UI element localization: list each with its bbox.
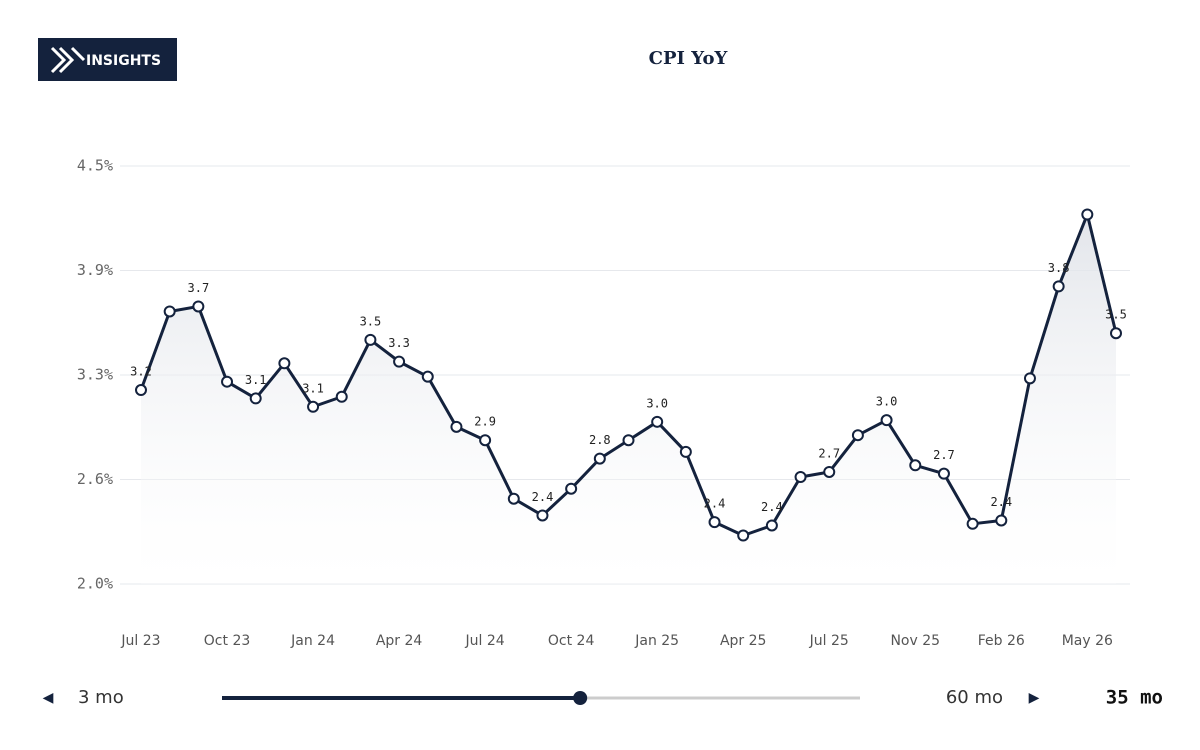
x-tick-label: Nov 25 <box>890 633 940 649</box>
point <box>851 429 864 442</box>
data-label: 3.3 <box>388 336 410 350</box>
point <box>135 384 147 397</box>
x-tick-label: Jul 23 <box>120 633 160 649</box>
data-label: 3.7 <box>188 281 210 295</box>
point <box>737 529 750 542</box>
data-label: 3.0 <box>646 396 668 410</box>
point <box>393 355 406 368</box>
chart-title: CPI YoY <box>649 48 729 69</box>
plot: 2.0% 2.6% 3.3% 3.9% 4.5% Jul 23 Oct 23 Jan 24 Ap… <box>77 157 1130 649</box>
data-label: 2.7 <box>818 446 840 460</box>
x-tick-label: Jul 24 <box>465 633 505 649</box>
y-tick-label: 2.0% <box>77 575 113 593</box>
logo-icon <box>50 46 86 74</box>
point <box>1023 372 1036 385</box>
x-tick-label: Apr 24 <box>376 633 423 649</box>
x-tick-label: Oct 23 <box>204 633 250 649</box>
data-label: 3.1 <box>302 381 324 395</box>
y-tick-label: 3.3% <box>77 366 113 384</box>
slider-value: 35 mo <box>1106 687 1163 709</box>
x-tick-label: Apr 25 <box>720 633 766 649</box>
point <box>794 470 807 483</box>
data-label: 3.5 <box>360 314 382 328</box>
data-label: 2.4 <box>532 490 554 504</box>
point <box>651 415 664 428</box>
data-label: 2.4 <box>761 500 783 514</box>
slider-max: 60 mo <box>946 687 1003 708</box>
point <box>1081 208 1094 221</box>
point <box>1052 280 1065 293</box>
point <box>565 482 578 495</box>
point <box>679 445 692 458</box>
slider-right-arrow[interactable]: ▶ <box>1029 690 1040 706</box>
data-label: 3.0 <box>876 395 898 409</box>
point <box>507 492 520 505</box>
y-tick-label: 3.9% <box>77 261 113 279</box>
data-label: 3.5 <box>1105 308 1127 322</box>
area <box>141 214 1116 584</box>
point <box>966 517 979 530</box>
point <box>479 434 492 447</box>
x-tick-label: Jan 25 <box>634 633 679 649</box>
point <box>1110 327 1122 340</box>
data-label: 3.1 <box>245 373 267 387</box>
point <box>364 333 377 346</box>
brand: INSIGHTS <box>86 53 161 69</box>
slider[interactable] <box>222 691 860 705</box>
point <box>765 519 778 532</box>
x-tick-label: Jan 24 <box>290 633 335 649</box>
point <box>909 459 922 472</box>
data-label: 3.2 <box>130 365 152 379</box>
point <box>278 357 291 370</box>
point <box>880 414 893 427</box>
x-tick-label: May 26 <box>1062 633 1113 649</box>
y-tick-label: 2.6% <box>77 470 113 488</box>
data-label: 2.8 <box>589 433 611 447</box>
point <box>307 400 320 413</box>
point <box>937 467 950 480</box>
point <box>995 514 1008 527</box>
point <box>622 434 635 447</box>
point <box>335 390 348 403</box>
data-label: 3.8 <box>1048 261 1070 275</box>
slider-min: 3 mo <box>78 687 124 708</box>
point <box>450 420 463 433</box>
data-label: 2.7 <box>933 448 955 462</box>
slider-left-arrow[interactable]: ◀ <box>43 690 54 706</box>
point <box>593 452 606 465</box>
logo[interactable] <box>38 38 177 81</box>
data-label: 2.4 <box>990 495 1012 509</box>
point <box>421 370 434 383</box>
point <box>823 465 836 478</box>
point <box>249 392 262 405</box>
point <box>536 509 549 522</box>
point <box>708 516 721 529</box>
data-label: 2.9 <box>474 415 496 429</box>
point <box>163 305 176 318</box>
x-tick-label: Feb 26 <box>978 633 1025 649</box>
y-tick-label: 4.5% <box>77 157 113 175</box>
x-tick-label: Jul 25 <box>809 633 849 649</box>
x-tick-label: Oct 24 <box>548 633 595 649</box>
point <box>221 375 234 388</box>
point <box>192 300 205 313</box>
slider-knob[interactable] <box>573 691 588 705</box>
data-label: 2.4 <box>704 497 726 511</box>
